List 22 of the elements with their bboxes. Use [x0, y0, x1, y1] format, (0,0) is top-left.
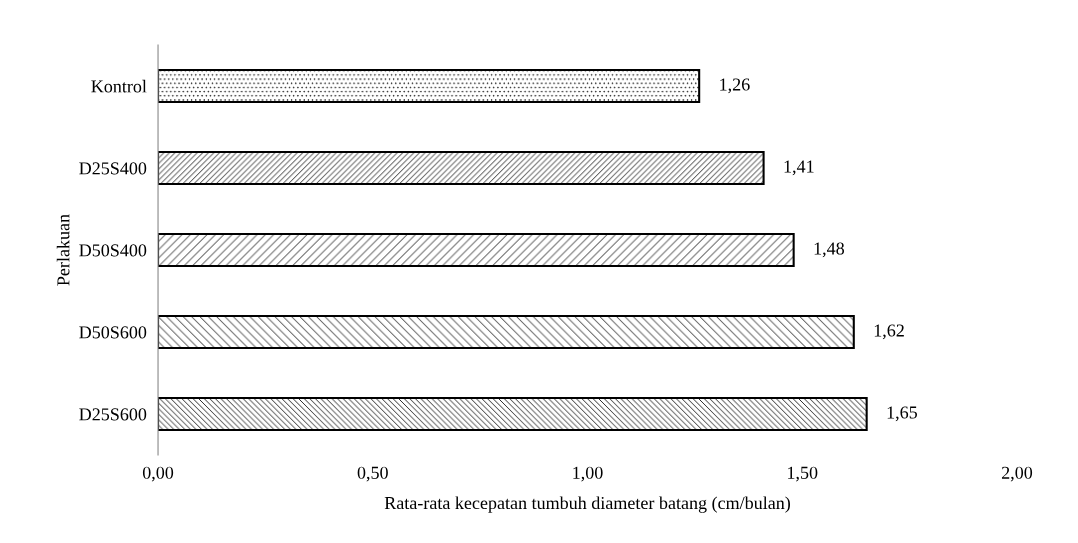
y-tick-label: D50S600: [79, 326, 147, 339]
data-label: 1,26: [720, 78, 750, 94]
bar: [158, 397, 868, 432]
y-tick-label: Kontrol: [91, 79, 147, 93]
x-axis-title: Rata-rata kecepatan tumbuh diameter batang (cm/bulan): [384, 496, 790, 513]
y-tick-label: D50S400: [79, 244, 147, 257]
y-axis-title: Perlakuan: [56, 214, 70, 286]
data-label: 1,65: [887, 406, 918, 422]
x-tick-label: 2,00: [1001, 466, 1033, 482]
bar: [158, 69, 701, 104]
x-tick-label: 1,50: [788, 466, 818, 482]
data-label: 1,41: [784, 160, 814, 176]
x-tick-label: 1,00: [573, 466, 603, 482]
x-tick-label: 0,00: [142, 466, 174, 482]
y-tick-label: D25S600: [79, 408, 147, 421]
bar: [158, 315, 855, 350]
data-label: 1,62: [874, 324, 904, 340]
x-tick-label: 0,50: [357, 466, 388, 482]
data-label: 1,48: [814, 242, 845, 258]
bar: [158, 233, 795, 268]
bar: [158, 151, 765, 186]
y-tick-label: D25S400: [79, 162, 147, 175]
